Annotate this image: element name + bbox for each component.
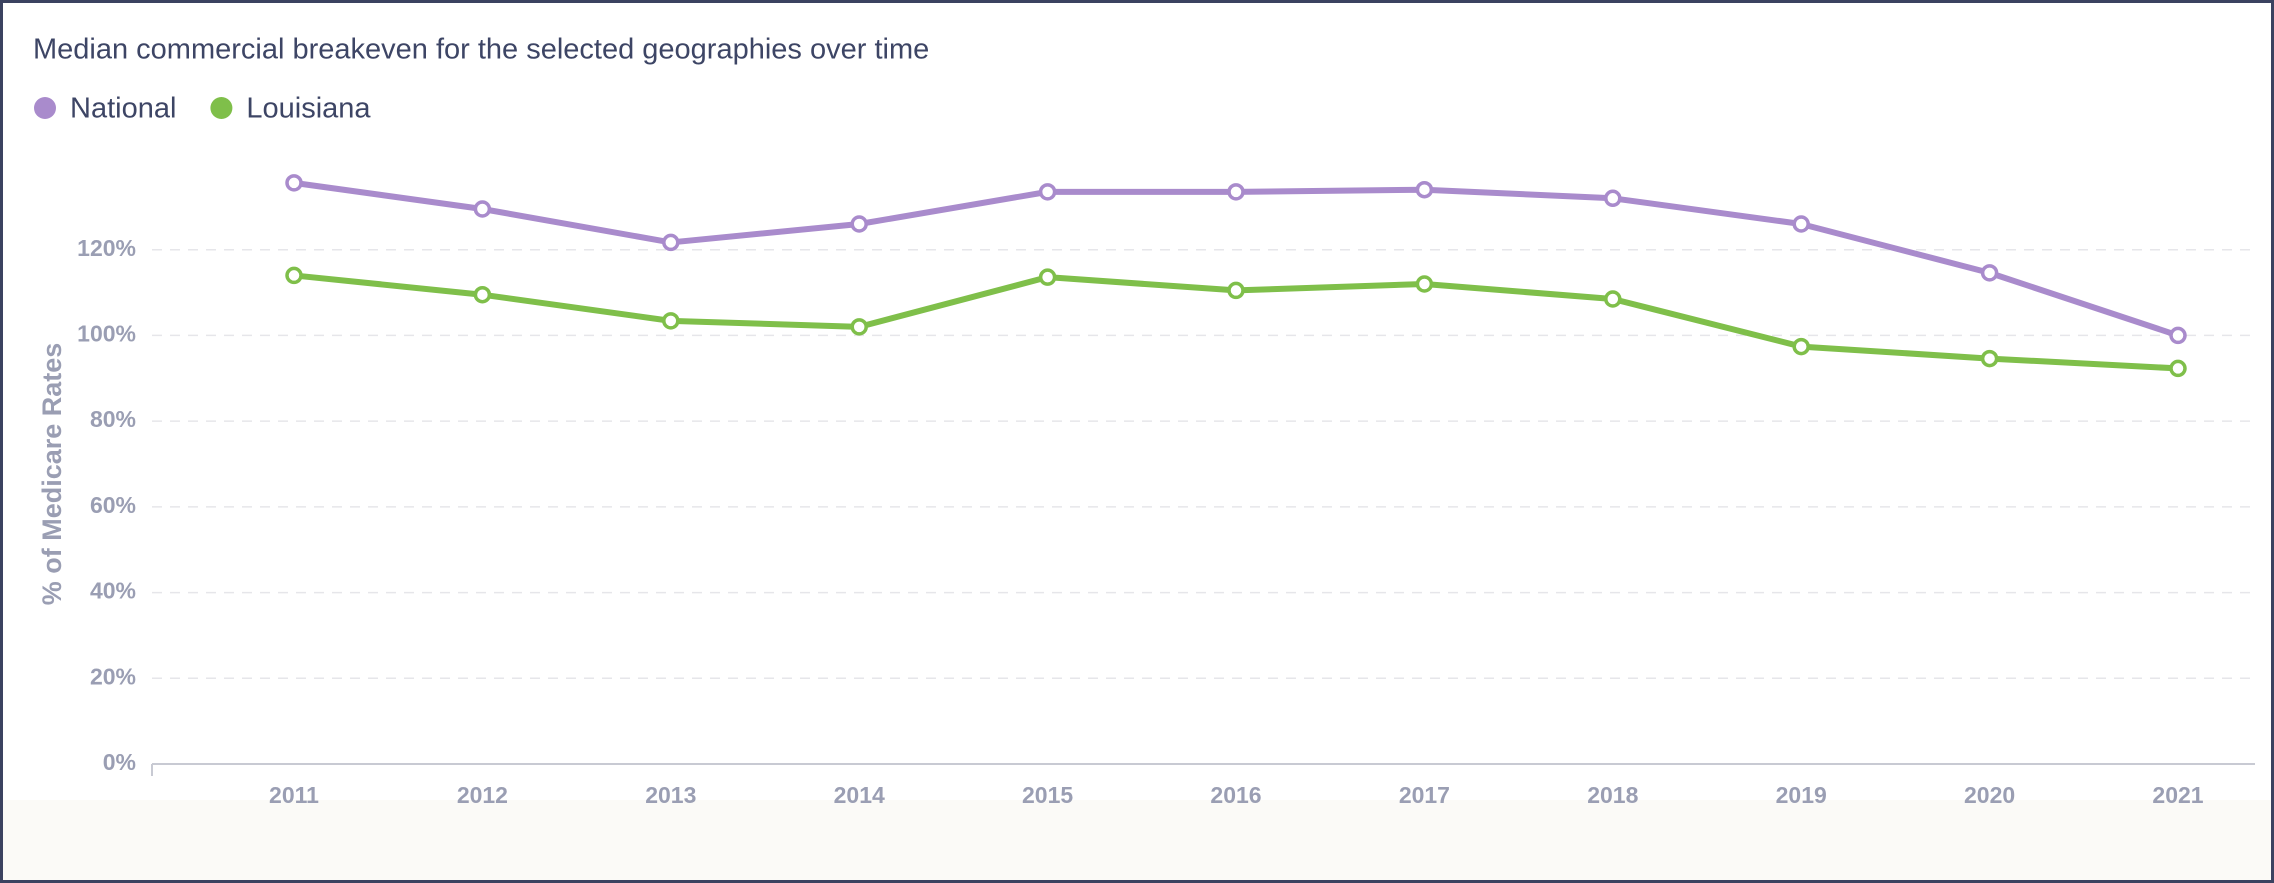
x-tick-label: 2014	[834, 782, 885, 808]
data-point	[473, 285, 492, 304]
data-point	[1604, 189, 1622, 208]
data-point	[662, 233, 680, 252]
data-point	[2169, 326, 2187, 345]
y-tick-label: 40%	[90, 578, 136, 604]
x-tick-label: 2021	[2152, 782, 2203, 808]
legend-swatch	[34, 97, 56, 119]
data-point	[850, 318, 868, 336]
x-tick-label: 2012	[457, 782, 508, 808]
legend-label: Louisiana	[246, 93, 371, 125]
x-tick-label: 2016	[1210, 782, 1261, 808]
data-point	[1415, 275, 1434, 293]
y-tick-label: 80%	[90, 406, 136, 432]
chart-title: Median commercial breakeven for the sele…	[33, 34, 929, 66]
legend-label: National	[70, 93, 176, 125]
data-point	[1604, 290, 1622, 308]
data-point	[1980, 349, 1999, 368]
data-point	[1980, 264, 1999, 282]
x-tick-label: 2018	[1587, 782, 1638, 808]
data-point	[850, 215, 868, 233]
data-point	[1038, 268, 1057, 286]
data-point	[1792, 215, 1810, 233]
data-point	[1415, 180, 1434, 199]
data-point	[2169, 359, 2187, 378]
data-point	[1227, 281, 1245, 300]
x-tick-label: 2017	[1399, 782, 1450, 808]
x-tick-label: 2013	[645, 782, 696, 808]
data-point	[473, 200, 492, 218]
y-tick-label: 20%	[90, 663, 136, 689]
x-tick-label: 2011	[269, 782, 319, 808]
legend-swatch	[210, 97, 233, 119]
data-point	[1227, 183, 1245, 201]
footer-strip	[2, 800, 2272, 880]
data-point	[1792, 337, 1810, 356]
y-tick-label: 120%	[77, 235, 136, 261]
y-axis-label: % of Medicare Rates	[37, 343, 67, 606]
x-tick-label: 2019	[1776, 782, 1827, 808]
x-tick-label: 2015	[1022, 782, 1073, 808]
y-tick-label: 0%	[103, 749, 136, 775]
x-tick-label: 2020	[1964, 782, 2015, 808]
y-tick-label: 60%	[90, 492, 136, 518]
y-tick-label: 100%	[77, 321, 136, 347]
data-point	[285, 266, 303, 285]
data-point	[662, 312, 680, 330]
legend: National Louisiana	[34, 93, 371, 125]
data-point	[1038, 183, 1057, 201]
data-point	[285, 174, 303, 192]
